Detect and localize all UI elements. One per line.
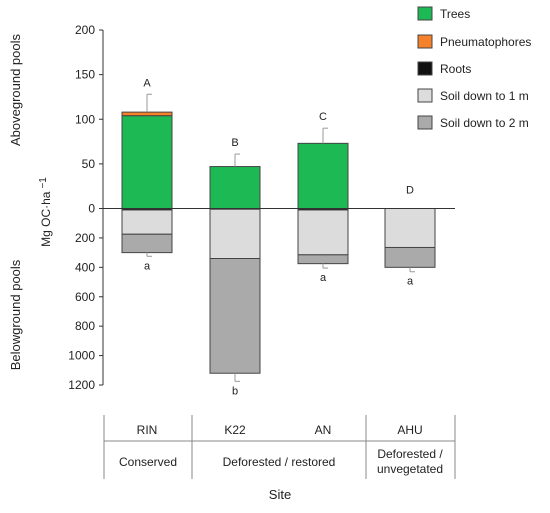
significance-letter-above-ahu: D bbox=[406, 185, 414, 197]
bar-trees-k22 bbox=[209, 166, 261, 210]
y-tick-label-above-150: 150 bbox=[75, 68, 95, 82]
y-tick-label-above-200: 200 bbox=[75, 23, 95, 37]
x-category-label-rin: RIN bbox=[137, 423, 158, 437]
significance-letter-below-rin: a bbox=[144, 260, 151, 272]
x-category-label-an: AN bbox=[315, 423, 332, 437]
y-tick-label-below-400: 400 bbox=[75, 260, 95, 274]
significance-letter-above-k22: B bbox=[231, 137, 238, 149]
bar-soil-down-to-2-m-rin bbox=[121, 233, 173, 254]
x-axis-label: Site bbox=[269, 487, 291, 502]
y-axis-label: Mg OC·ha−1 bbox=[38, 177, 53, 247]
bar-soil-down-to-2-m-ahu bbox=[384, 246, 436, 268]
y-tick-label-above-100: 100 bbox=[75, 112, 95, 126]
legend-label-pneumatophores: Pneumatophores bbox=[440, 35, 531, 49]
region-label-above: Aboveground pools bbox=[8, 33, 23, 146]
group-label-0: Conserved bbox=[119, 455, 177, 469]
legend-label-soil-down-to-1-m: Soil down to 1 m bbox=[440, 89, 529, 103]
y-tick-label-below-600: 600 bbox=[75, 290, 95, 304]
bar-soil-down-to-2-m-an bbox=[297, 254, 349, 265]
legend-swatch-pneumatophores bbox=[417, 34, 433, 49]
group-label-2: Deforested / unvegetated bbox=[377, 447, 443, 476]
bar-trees-rin bbox=[121, 115, 173, 209]
bar-pneumatophores-rin bbox=[121, 111, 173, 117]
y-tick-label-below-1200: 1200 bbox=[68, 378, 95, 392]
legend-label-roots: Roots bbox=[440, 62, 471, 76]
y-tick-label-above-50: 50 bbox=[82, 157, 96, 171]
legend-swatch-soil-down-to-2-m bbox=[417, 115, 433, 130]
y-tick-label-below-200: 200 bbox=[75, 231, 95, 245]
y-tick-label-below-800: 800 bbox=[75, 319, 95, 333]
significance-letter-above-an: C bbox=[319, 111, 327, 123]
bar-soil-down-to-1-m-rin bbox=[121, 209, 173, 235]
legend-swatch-roots bbox=[417, 61, 433, 76]
x-category-label-ahu: AHU bbox=[397, 423, 422, 437]
region-label-below: Belowground pools bbox=[8, 259, 23, 370]
bar-soil-down-to-1-m-an bbox=[297, 209, 349, 256]
bar-soil-down-to-1-m-ahu bbox=[384, 208, 436, 248]
legend-label-soil-down-to-2-m: Soil down to 2 m bbox=[440, 116, 529, 130]
legend-label-trees: Trees bbox=[440, 7, 470, 21]
significance-letter-below-an: a bbox=[320, 272, 327, 284]
group-label-1: Deforested / restored bbox=[223, 455, 336, 469]
bar-soil-down-to-1-m-k22 bbox=[209, 208, 261, 260]
y-tick-label-below-1000: 1000 bbox=[68, 349, 95, 363]
bar-soil-down-to-2-m-k22 bbox=[209, 258, 261, 374]
y-tick-label-above-0: 0 bbox=[88, 202, 95, 216]
significance-letter-above-rin: A bbox=[143, 77, 151, 89]
significance-letter-below-ahu: a bbox=[407, 276, 414, 288]
bar-trees-an bbox=[297, 142, 349, 209]
legend-swatch-trees bbox=[417, 6, 433, 21]
significance-letter-below-k22: b bbox=[232, 385, 238, 397]
x-category-label-k22: K22 bbox=[224, 423, 246, 437]
legend-swatch-soil-down-to-1-m bbox=[417, 88, 433, 103]
